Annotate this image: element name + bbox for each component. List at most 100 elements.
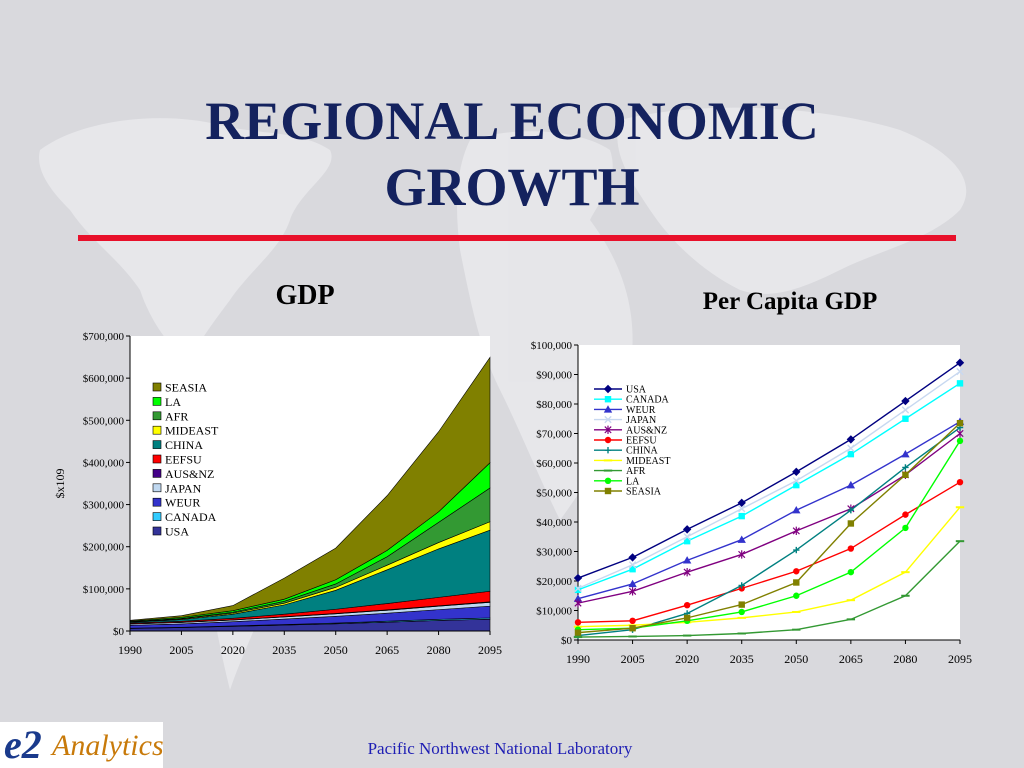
pc-point-aus-nz — [574, 598, 582, 608]
pc-point-eefsu — [629, 617, 636, 625]
pc-legend-marker-canada — [604, 396, 612, 403]
pc-point-japan — [901, 406, 910, 414]
pc-line-eefsu — [577, 481, 961, 623]
pc-point-eefsu — [847, 545, 855, 552]
pc-y-tick-label: $20,000 — [536, 576, 572, 588]
gdp-y-tick-label: $0 — [113, 626, 125, 638]
logo-e2-mark: e2 — [4, 722, 42, 767]
pc-point-seasia — [902, 471, 909, 478]
gdp-y-tick-label: $700,000 — [83, 331, 125, 343]
pc-point-japan — [738, 505, 746, 513]
gdp-legend-label-canada: CANADA — [165, 510, 217, 524]
gdp-legend-label-seasia: SEASIA — [165, 381, 207, 395]
pc-y-tick-label: $90,000 — [536, 370, 572, 382]
pc-legend-marker-seasia — [604, 487, 612, 495]
pc-line-japan — [577, 370, 961, 590]
pc-x-tick-label: 2080 — [893, 652, 917, 666]
gdp-y-tick-label: $100,000 — [83, 584, 125, 596]
pc-legend-label-la: LA — [626, 476, 640, 487]
gdp-legend-swatch-eefsu — [152, 454, 162, 464]
pc-point-seasia — [683, 614, 691, 622]
pc-y-tick-label: $50,000 — [536, 488, 572, 500]
pc-legend-label-afr: AFR — [626, 466, 646, 477]
pc-point-canada — [793, 481, 800, 489]
gdp-legend-label-afr: AFR — [165, 409, 188, 423]
pc-y-tick-label: $80,000 — [536, 399, 572, 411]
pc-point-canada — [574, 586, 582, 594]
pc-line-aus-nz — [577, 432, 961, 604]
pc-point-aus-nz — [628, 587, 637, 596]
gdp-y-tick-label: $300,000 — [83, 500, 125, 512]
pc-legend-marker-la — [604, 477, 612, 484]
pc-legend-label-seasia: SEASIA — [626, 487, 662, 498]
pc-point-eefsu — [956, 478, 964, 486]
pc-legend-marker-china — [604, 447, 612, 454]
pc-point-seasia — [847, 520, 855, 527]
pc-y-tick-label: $0 — [561, 635, 573, 647]
logo-wordmark: Analytics — [52, 729, 163, 762]
gdp-legend-swatch-china — [152, 440, 162, 449]
pc-point-eefsu — [574, 619, 582, 626]
pc-point-aus-nz — [738, 550, 746, 559]
gdp-x-tick-label: 2050 — [324, 643, 348, 657]
pc-point-china — [902, 464, 909, 471]
gdp-y-tick-label: $200,000 — [83, 542, 125, 554]
gdp-y-tick-label: $600,000 — [83, 373, 125, 385]
pc-legend-label-canada: CANADA — [626, 395, 670, 406]
pc-point-usa — [846, 435, 856, 444]
pc-x-tick-label: 2020 — [675, 652, 699, 666]
pc-point-usa — [792, 467, 801, 477]
gdp-legend-swatch-japan — [152, 483, 162, 493]
pc-legend-marker-japan — [604, 415, 612, 424]
gdp-legend-label-la: LA — [165, 395, 181, 409]
pc-legend-marker-usa — [603, 384, 613, 394]
pc-line-mideast — [577, 506, 961, 628]
gdp-x-tick-label: 2095 — [478, 643, 502, 657]
slide-title-line-2: GROWTH — [384, 157, 640, 217]
pc-point-china — [847, 507, 855, 514]
gdp-chart-title: GDP — [275, 280, 335, 311]
pc-point-weur — [628, 579, 637, 588]
gdp-legend-swatch-canada — [152, 512, 162, 521]
pc-y-tick-label: $70,000 — [536, 429, 572, 441]
pc-x-tick-label: 2050 — [784, 652, 808, 666]
pc-point-weur — [682, 556, 692, 564]
pc-legend-marker-weur — [603, 405, 613, 413]
gdp-legend-swatch-seasia — [152, 382, 162, 392]
gdp-x-tick-label: 2020 — [221, 643, 245, 657]
pc-legend-marker-aus-nz — [604, 425, 612, 434]
gdp-y-tick-label: $500,000 — [83, 415, 125, 427]
gdp-x-tick-label: 2080 — [427, 643, 451, 657]
gdp-legend-label-usa: USA — [165, 525, 189, 539]
gdp-legend-label-eefsu: EEFSU — [165, 453, 202, 467]
pc-point-seasia — [738, 601, 745, 608]
pc-point-china — [793, 546, 800, 554]
footer-lab-name: Pacific Northwest National Laboratory — [367, 739, 633, 758]
pc-legend-label-aus-nz: AUS&NZ — [626, 425, 667, 436]
pc-legend-label-mideast: MIDEAST — [626, 456, 670, 467]
title-divider-rule — [78, 235, 956, 241]
gdp-legend-swatch-la — [152, 397, 162, 406]
pc-point-canada — [902, 415, 909, 422]
asia-shape — [617, 107, 967, 294]
pc-point-la — [956, 437, 964, 445]
pc-x-tick-label: 1990 — [566, 652, 590, 666]
pc-point-china — [738, 582, 745, 589]
slide-title-line-1: REGIONAL ECONOMIC — [205, 91, 819, 151]
gdp-legend-label-aus-nz: AUS&NZ — [165, 467, 214, 481]
pc-point-seasia — [629, 625, 636, 632]
pc-x-tick-label: 2005 — [621, 652, 645, 666]
pc-point-aus-nz — [792, 526, 800, 536]
gdp-legend-swatch-afr — [152, 411, 162, 421]
pc-point-aus-nz — [683, 567, 691, 577]
pc-point-canada — [629, 566, 636, 573]
pc-point-usa — [955, 358, 965, 367]
pc-legend-label-weur: WEUR — [626, 405, 656, 416]
gdp-x-tick-label: 2005 — [169, 643, 193, 657]
pc-x-tick-label: 2095 — [948, 652, 972, 666]
pc-legend-marker-eefsu — [604, 436, 612, 444]
gdp-legend-swatch-aus-nz — [152, 469, 162, 478]
e2-analytics-logo: e2 Analytics — [0, 722, 163, 768]
gdp-x-tick-label: 1990 — [118, 643, 142, 657]
